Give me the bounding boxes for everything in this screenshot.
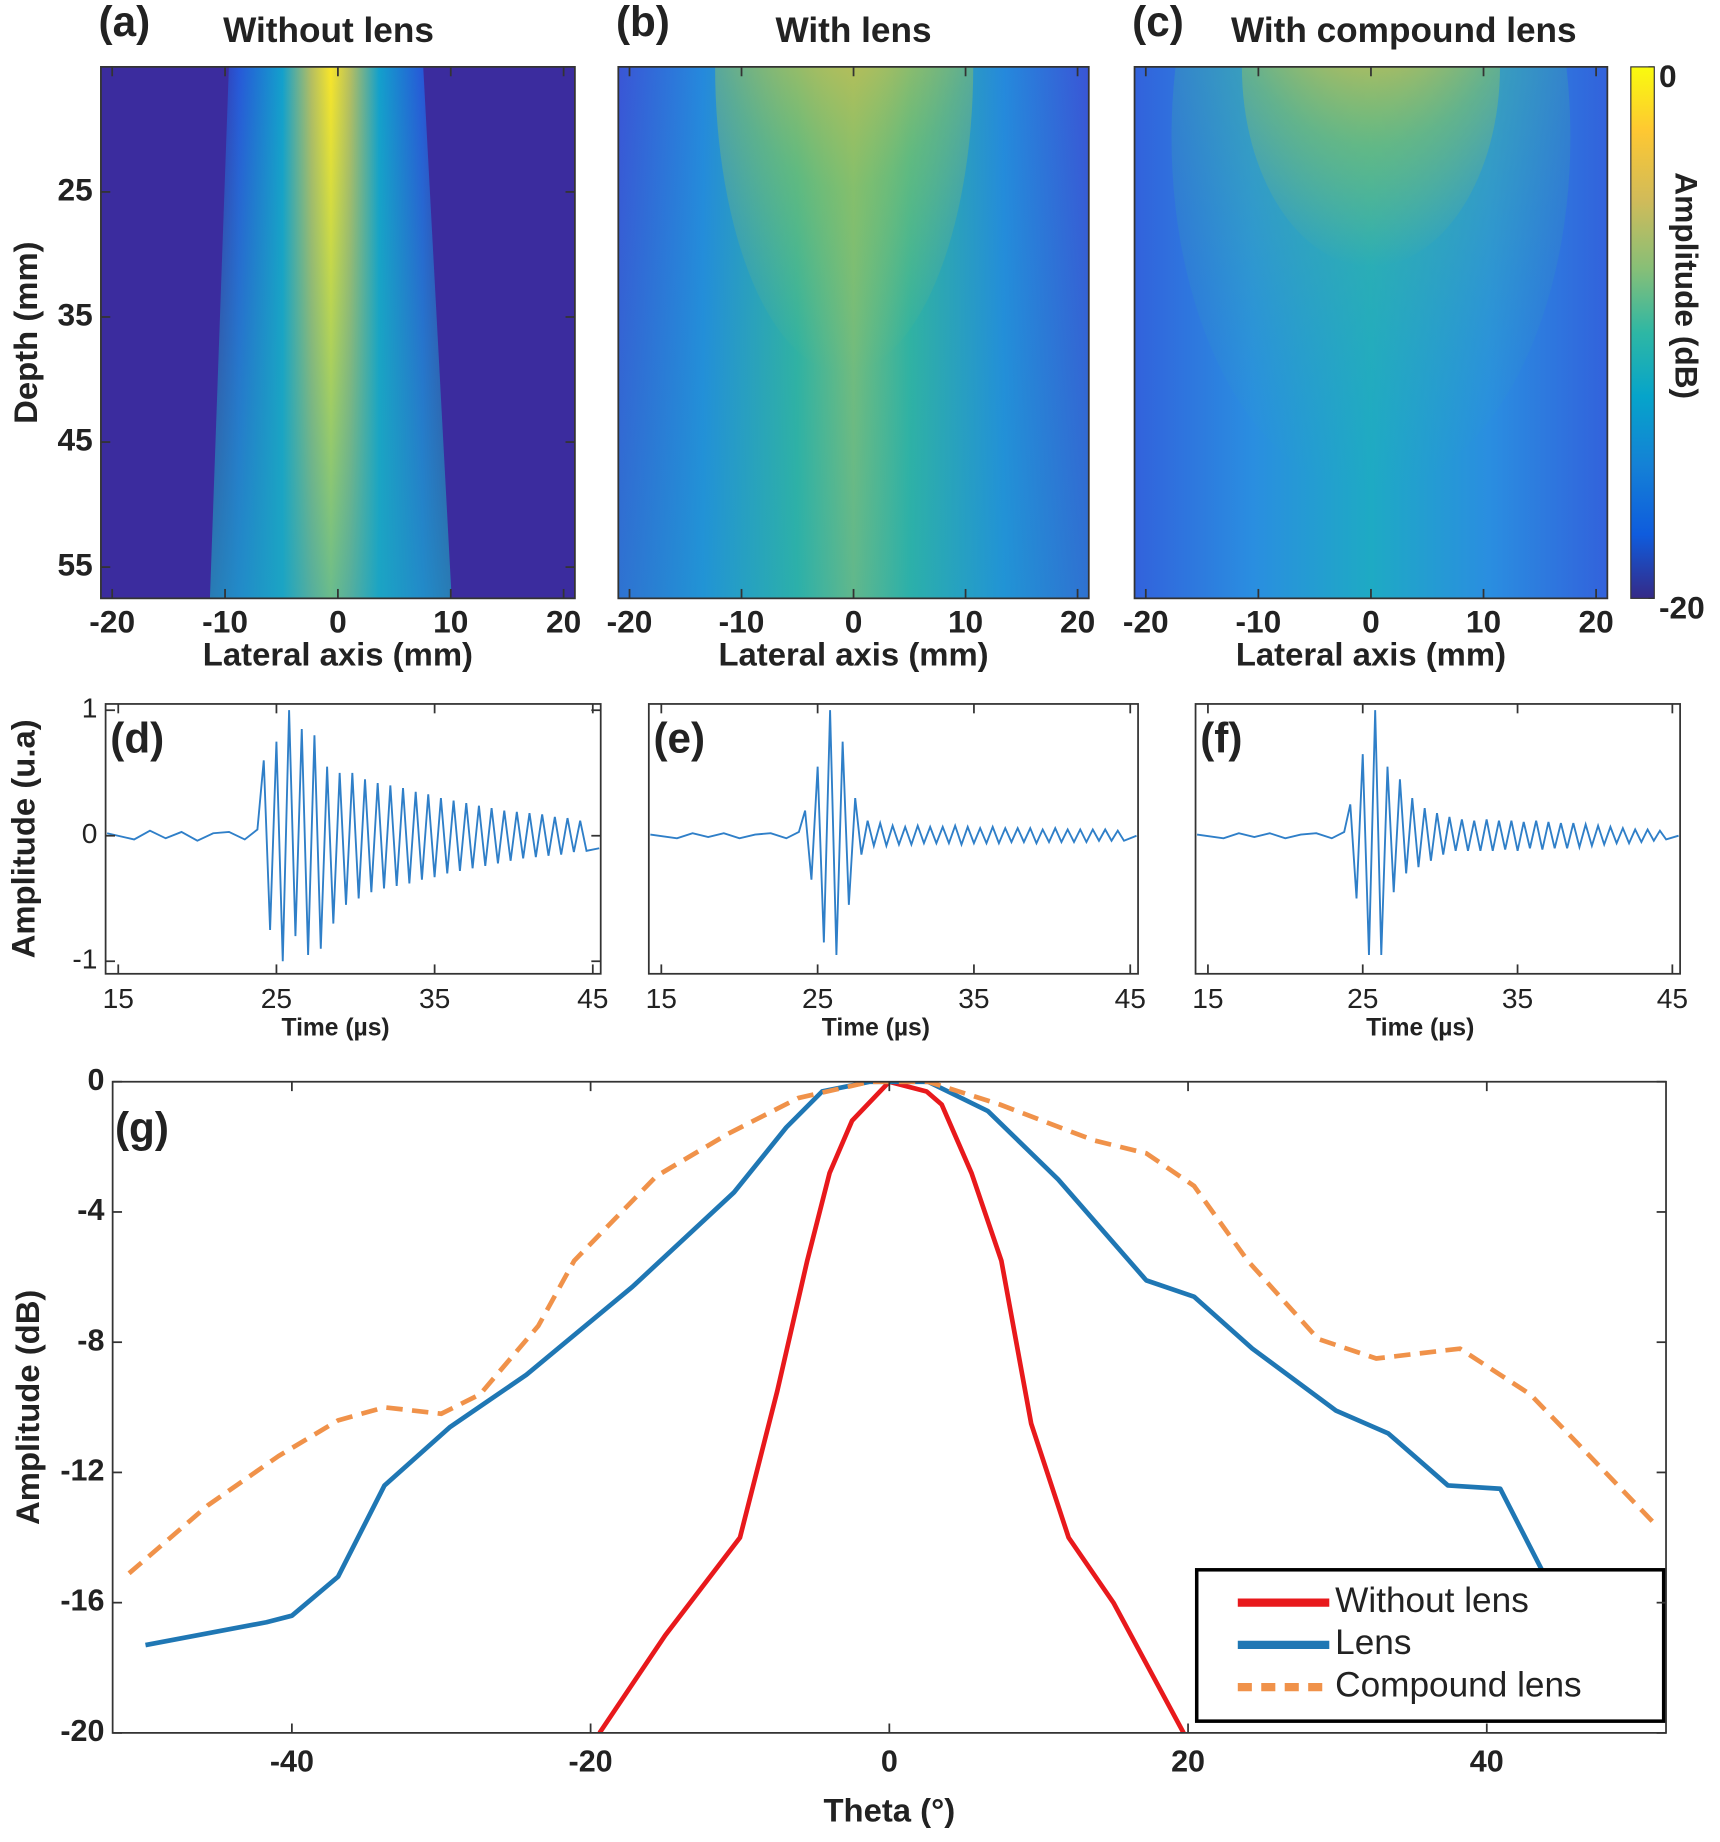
heatmap-focus <box>715 66 974 372</box>
panel-label: (f) <box>1200 715 1242 762</box>
x-tick-label: -20 <box>607 604 653 640</box>
plot-area <box>650 710 1137 956</box>
x-tick-label: 15 <box>1192 983 1223 1014</box>
y-tick-label: 1 <box>82 693 98 724</box>
x-tick-label: 10 <box>433 604 468 640</box>
x-tick-label: -10 <box>719 604 765 640</box>
plot-area <box>1196 710 1679 956</box>
x-tick-label: 45 <box>1115 983 1146 1014</box>
y-tick-label: 0 <box>87 1063 104 1097</box>
x-tick-label: 10 <box>1466 604 1501 640</box>
plot-frame <box>1194 703 1681 975</box>
panel-label: (c) <box>1132 0 1184 45</box>
plot-area <box>100 66 575 599</box>
x-axis-label: Lateral axis (mm) <box>718 636 988 673</box>
x-tick-label: 25 <box>802 983 833 1014</box>
colorbar-tick-label: -20 <box>1659 589 1705 625</box>
legend-label: Compound lens <box>1335 1665 1581 1704</box>
x-axis-label: Time (µs) <box>1366 1014 1474 1041</box>
x-axis-label: Time (µs) <box>281 1014 389 1041</box>
panel-label: (b) <box>616 0 670 45</box>
y-tick-label: -1 <box>72 944 97 975</box>
y-axis-label: Amplitude (dB) <box>9 1290 46 1525</box>
x-tick-label: 0 <box>881 1744 898 1778</box>
panel-label: (a) <box>99 0 151 45</box>
plot-area <box>618 66 1089 599</box>
x-axis-label: Theta (°) <box>823 1791 955 1828</box>
series-line <box>145 1081 1545 1648</box>
x-tick-label: 0 <box>1362 604 1380 640</box>
series-line <box>127 1081 1661 1576</box>
x-tick-label: 15 <box>646 983 677 1014</box>
plot-area <box>106 710 600 962</box>
x-tick-label: 45 <box>1657 983 1688 1014</box>
colorbar-label: Amplitude (dB) <box>1668 172 1704 399</box>
colorbar <box>1630 66 1655 599</box>
x-axis-label: Lateral axis (mm) <box>1236 636 1506 673</box>
heatmap-beam-shade <box>209 66 452 599</box>
x-tick-label: 10 <box>948 604 983 640</box>
x-tick-label: 20 <box>546 604 581 640</box>
x-tick-label: -20 <box>89 604 135 640</box>
y-tick-label: -4 <box>77 1193 104 1227</box>
x-tick-label: 0 <box>845 604 863 640</box>
x-tick-label: 35 <box>1502 983 1533 1014</box>
x-tick-label: -40 <box>270 1744 314 1778</box>
x-tick-label: 40 <box>1470 1744 1504 1778</box>
plot-area <box>127 1081 1661 1733</box>
x-tick-label: 15 <box>103 983 134 1014</box>
panel-title: With compound lens <box>1231 11 1577 50</box>
x-axis-label: Lateral axis (mm) <box>203 636 473 673</box>
y-tick-label: -12 <box>60 1453 104 1487</box>
y-tick-label: 0 <box>82 818 98 849</box>
x-tick-label: 20 <box>1060 604 1095 640</box>
x-tick-label: 35 <box>958 983 989 1014</box>
x-tick-label: 0 <box>329 604 347 640</box>
plot-frame <box>104 703 602 975</box>
x-tick-label: 20 <box>1171 1744 1205 1778</box>
legend-label: Lens <box>1335 1623 1411 1662</box>
signal-line <box>650 710 1137 956</box>
x-tick-label: -20 <box>569 1744 613 1778</box>
panel-title: With lens <box>776 11 932 50</box>
x-tick-label: 25 <box>261 983 292 1014</box>
x-tick-label: 25 <box>1347 983 1378 1014</box>
x-tick-label: 20 <box>1578 604 1613 640</box>
panel-label: (g) <box>115 1104 169 1151</box>
y-tick-label: -20 <box>60 1714 104 1748</box>
legend-label: Without lens <box>1335 1581 1529 1620</box>
x-tick-label: 45 <box>577 983 608 1014</box>
x-tick-label: -10 <box>202 604 248 640</box>
y-tick-label: 55 <box>57 546 92 582</box>
plot-frame <box>647 703 1139 975</box>
heatmap-focus <box>1241 66 1500 267</box>
signal-line <box>1196 710 1679 956</box>
panel-title: Without lens <box>223 11 434 50</box>
panel-label: (d) <box>110 715 164 762</box>
y-tick-label: -16 <box>60 1584 104 1618</box>
y-axis-label: Depth (mm) <box>7 241 44 423</box>
signal-line <box>106 710 600 962</box>
x-tick-label: 35 <box>419 983 450 1014</box>
y-tick-label: -8 <box>77 1323 104 1357</box>
y-tick-label: 45 <box>57 421 92 457</box>
y-axis-label: Amplitude (u.a) <box>4 719 41 958</box>
x-tick-label: -20 <box>1123 604 1169 640</box>
x-axis-label: Time (µs) <box>822 1014 930 1041</box>
panel-label: (e) <box>654 715 706 762</box>
plot-area <box>1134 66 1608 599</box>
colorbar-tick-label: 0 <box>1659 58 1677 94</box>
y-tick-label: 35 <box>57 296 92 332</box>
y-tick-label: 25 <box>57 171 92 207</box>
series-line <box>597 1081 1186 1733</box>
x-tick-label: -10 <box>1235 604 1281 640</box>
